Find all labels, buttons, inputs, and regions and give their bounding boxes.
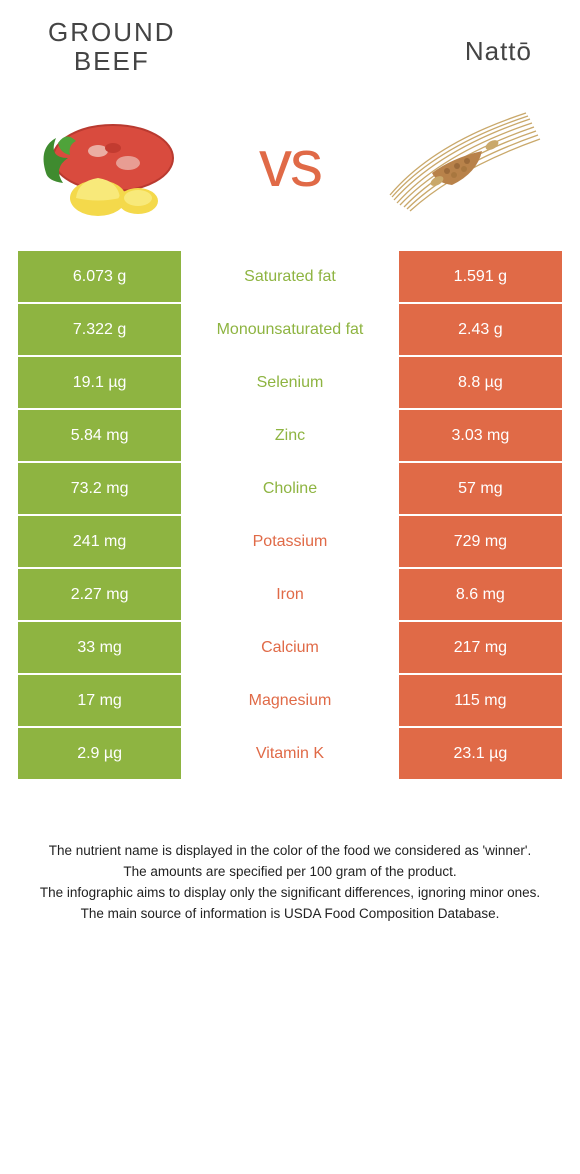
footnote-line: The infographic aims to display only the… bbox=[32, 883, 548, 904]
value-right: 3.03 mg bbox=[399, 410, 562, 461]
table-row: 2.9 µgVitamin K23.1 µg bbox=[18, 728, 562, 781]
food-left-title-line1: Ground bbox=[48, 17, 176, 47]
natto-icon bbox=[382, 103, 552, 223]
value-left: 2.27 mg bbox=[18, 569, 181, 620]
nutrient-label: Selenium bbox=[181, 357, 399, 408]
footnotes: The nutrient name is displayed in the co… bbox=[18, 841, 562, 925]
value-right: 8.6 mg bbox=[399, 569, 562, 620]
footnote-line: The main source of information is USDA F… bbox=[32, 904, 548, 925]
value-right: 729 mg bbox=[399, 516, 562, 567]
vs-label: vs bbox=[259, 125, 321, 201]
value-left: 6.073 g bbox=[18, 251, 181, 302]
header: Ground beef Nattō bbox=[18, 0, 562, 85]
nutrient-label: Vitamin K bbox=[181, 728, 399, 779]
food-right-title: Nattō bbox=[465, 36, 532, 67]
nutrient-label: Saturated fat bbox=[181, 251, 399, 302]
value-left: 17 mg bbox=[18, 675, 181, 726]
ground-beef-icon bbox=[28, 103, 198, 223]
food-left-image bbox=[28, 103, 198, 223]
value-left: 73.2 mg bbox=[18, 463, 181, 514]
table-row: 5.84 mgZinc3.03 mg bbox=[18, 410, 562, 463]
food-right-image bbox=[382, 103, 552, 223]
food-left-title: Ground beef bbox=[48, 18, 176, 75]
value-left: 2.9 µg bbox=[18, 728, 181, 779]
table-row: 17 mgMagnesium115 mg bbox=[18, 675, 562, 728]
table-row: 2.27 mgIron8.6 mg bbox=[18, 569, 562, 622]
table-row: 73.2 mgCholine57 mg bbox=[18, 463, 562, 516]
value-right: 1.591 g bbox=[399, 251, 562, 302]
nutrient-table: 6.073 gSaturated fat1.591 g7.322 gMonoun… bbox=[18, 251, 562, 781]
value-right: 115 mg bbox=[399, 675, 562, 726]
value-right: 2.43 g bbox=[399, 304, 562, 355]
table-row: 33 mgCalcium217 mg bbox=[18, 622, 562, 675]
value-right: 57 mg bbox=[399, 463, 562, 514]
food-left-title-line2: beef bbox=[74, 46, 150, 76]
value-left: 5.84 mg bbox=[18, 410, 181, 461]
nutrient-label: Calcium bbox=[181, 622, 399, 673]
images-row: vs bbox=[18, 85, 562, 251]
table-row: 19.1 µgSelenium8.8 µg bbox=[18, 357, 562, 410]
nutrient-label: Choline bbox=[181, 463, 399, 514]
value-left: 19.1 µg bbox=[18, 357, 181, 408]
value-right: 217 mg bbox=[399, 622, 562, 673]
value-left: 241 mg bbox=[18, 516, 181, 567]
nutrient-label: Iron bbox=[181, 569, 399, 620]
nutrient-label: Zinc bbox=[181, 410, 399, 461]
table-row: 6.073 gSaturated fat1.591 g bbox=[18, 251, 562, 304]
value-right: 8.8 µg bbox=[399, 357, 562, 408]
nutrient-label: Monounsaturated fat bbox=[181, 304, 399, 355]
nutrient-label: Potassium bbox=[181, 516, 399, 567]
footnote-line: The nutrient name is displayed in the co… bbox=[32, 841, 548, 862]
table-row: 241 mgPotassium729 mg bbox=[18, 516, 562, 569]
nutrient-label: Magnesium bbox=[181, 675, 399, 726]
value-right: 23.1 µg bbox=[399, 728, 562, 779]
table-row: 7.322 gMonounsaturated fat2.43 g bbox=[18, 304, 562, 357]
value-left: 33 mg bbox=[18, 622, 181, 673]
value-left: 7.322 g bbox=[18, 304, 181, 355]
footnote-line: The amounts are specified per 100 gram o… bbox=[32, 862, 548, 883]
